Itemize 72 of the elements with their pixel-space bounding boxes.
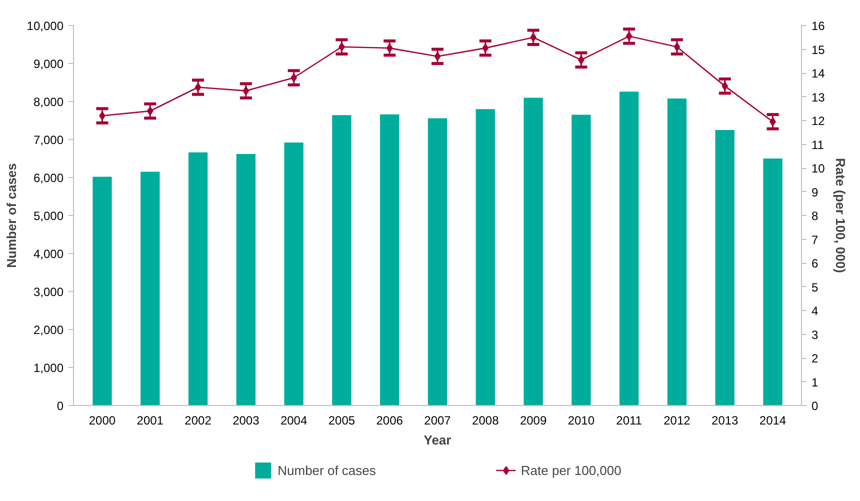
x-tick-label: 2007: [424, 414, 452, 428]
y-tick-label: 8,000: [33, 95, 64, 109]
x-tick-label: 2002: [184, 414, 212, 428]
y-axis-title: Number of cases: [4, 163, 19, 268]
x-tick-label: 2003: [232, 414, 260, 428]
y2-tick-label: 14: [812, 66, 826, 80]
legend-label: Rate per 100,000: [520, 462, 622, 478]
bar: [284, 142, 304, 406]
y-tick-label: 7,000: [33, 133, 64, 147]
bar: [620, 92, 639, 406]
y2-tick-label: 6: [812, 256, 818, 270]
y-tick-label: 10,000: [26, 19, 64, 33]
bar: [92, 176, 112, 406]
y-tick-label: 5,000: [33, 209, 64, 223]
bar: [667, 98, 687, 406]
bar: [572, 114, 591, 406]
y-tick-label: 2,000: [33, 323, 64, 337]
y2-tick-label: 5: [812, 280, 818, 294]
y2-tick-label: 11: [812, 138, 824, 152]
bar: [140, 172, 160, 406]
x-tick-label: 2009: [520, 414, 547, 428]
y2-tick-label: 12: [812, 114, 826, 128]
x-tick-label: 2001: [136, 414, 164, 428]
x-tick-label: 2014: [759, 414, 786, 428]
y-tick-label: 0: [56, 399, 64, 413]
y2-tick-label: 13: [812, 90, 826, 104]
x-tick-label: 2011: [616, 414, 642, 428]
y-tick-label: 9,000: [33, 57, 64, 71]
point: [722, 82, 728, 91]
bar: [428, 118, 448, 406]
y2-tick-label: 4: [812, 304, 818, 318]
bar: [715, 130, 734, 406]
x-tick-label: 2006: [376, 414, 404, 428]
y2-tick-label: 2: [812, 352, 818, 366]
x-tick-label: 2005: [328, 414, 356, 428]
point: [386, 44, 393, 53]
y2-tick-label: 15: [812, 42, 826, 57]
y-tick-label: 1,000: [33, 361, 64, 375]
bar: [524, 98, 543, 406]
y2-tick-label: 10: [812, 162, 826, 176]
x-tick-label: 2013: [712, 414, 739, 428]
legend-label: Number of cases: [278, 462, 376, 478]
y2-axis-title: Rate (per 100, 000): [832, 158, 848, 273]
y-tick-label: 3,000: [33, 285, 64, 299]
y2-tick-label: 8: [812, 209, 818, 223]
x-tick-label: 2010: [568, 414, 595, 428]
point: [194, 82, 202, 92]
point: [146, 106, 154, 116]
y-tick-label: 4,000: [33, 247, 64, 261]
point: [242, 86, 250, 96]
bar: [332, 115, 352, 406]
bar: [188, 152, 208, 406]
x-axis-title: Year: [424, 432, 452, 448]
y2-tick-label: 7: [812, 232, 818, 247]
y2-tick-label: 3: [812, 328, 818, 342]
x-tick-label: 2004: [280, 414, 308, 428]
x-tick-label: 2008: [472, 414, 500, 428]
point: [482, 44, 489, 53]
point: [674, 42, 680, 52]
point: [434, 52, 441, 61]
y2-tick-label: 0: [812, 399, 818, 413]
point: [626, 32, 632, 41]
bar: [476, 109, 495, 406]
x-tick-label: 2012: [664, 414, 691, 428]
bar: [763, 158, 782, 406]
y2-tick-label: 9: [812, 185, 818, 200]
y2-tick-label: 1: [812, 375, 818, 390]
y-tick-label: 6,000: [33, 171, 64, 185]
y2-tick-label: 16: [812, 19, 826, 33]
x-tick-label: 2000: [88, 414, 116, 428]
bar: [380, 114, 400, 406]
bar: [236, 154, 256, 406]
